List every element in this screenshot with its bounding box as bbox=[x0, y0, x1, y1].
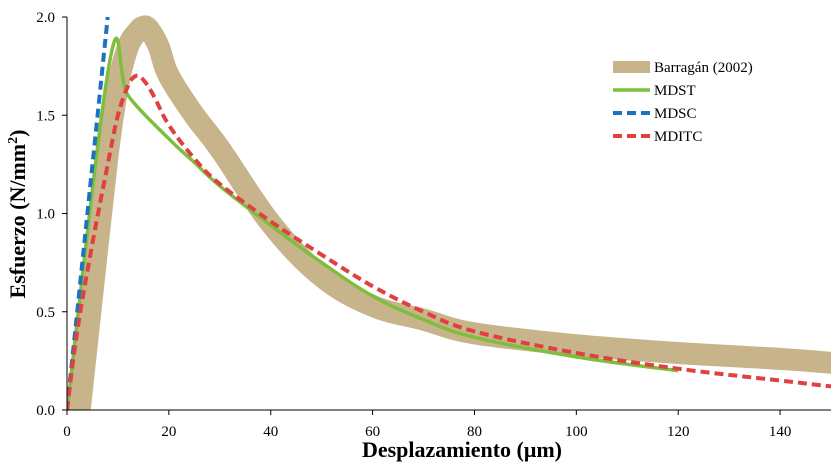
y-tick-label: 1.5 bbox=[36, 108, 55, 124]
x-tick-label: 40 bbox=[263, 424, 278, 440]
legend-label-1: MDST bbox=[654, 83, 696, 99]
x-tick-label: 100 bbox=[565, 424, 588, 440]
legend-label-0: Barragán (2002) bbox=[654, 60, 753, 76]
series-line-3 bbox=[67, 73, 831, 410]
plot-area bbox=[67, 15, 831, 410]
x-tick-label: 60 bbox=[365, 424, 380, 440]
axes bbox=[62, 16, 831, 415]
x-axis-title: Desplazamiento (μm) bbox=[362, 437, 562, 462]
y-axis-title-sup: 2 bbox=[6, 137, 21, 144]
x-tick-label: 120 bbox=[667, 424, 690, 440]
series-line-0 bbox=[68, 15, 831, 410]
x-tick-label: 20 bbox=[161, 424, 176, 440]
y-axis-title-main: Esfuerzo (N/mm bbox=[5, 144, 30, 299]
legend: Barragán (2002) MDST MDSC MDITC bbox=[613, 60, 753, 145]
x-tick-label: 0 bbox=[63, 424, 71, 440]
y-tick-label: 0.5 bbox=[36, 305, 55, 321]
x-tick-label: 80 bbox=[467, 424, 482, 440]
y-tick-label: 0.0 bbox=[36, 403, 55, 419]
y-axis-title-close: ) bbox=[5, 130, 30, 137]
legend-label-2: MDSC bbox=[654, 106, 697, 122]
series-line-2 bbox=[67, 16, 110, 410]
y-axis-title: Esfuerzo (N/mm2) bbox=[5, 130, 30, 299]
legend-label-3: MDITC bbox=[654, 129, 702, 145]
y-tick-label: 2.0 bbox=[36, 10, 55, 26]
series-line-1 bbox=[67, 36, 679, 410]
x-tick-label: 140 bbox=[769, 424, 792, 440]
tick-labels: 0 20 40 60 80 100 120 140 0.0 0.5 1.0 1.5 2.0 bbox=[36, 10, 791, 440]
y-tick-label: 1.0 bbox=[36, 207, 55, 223]
